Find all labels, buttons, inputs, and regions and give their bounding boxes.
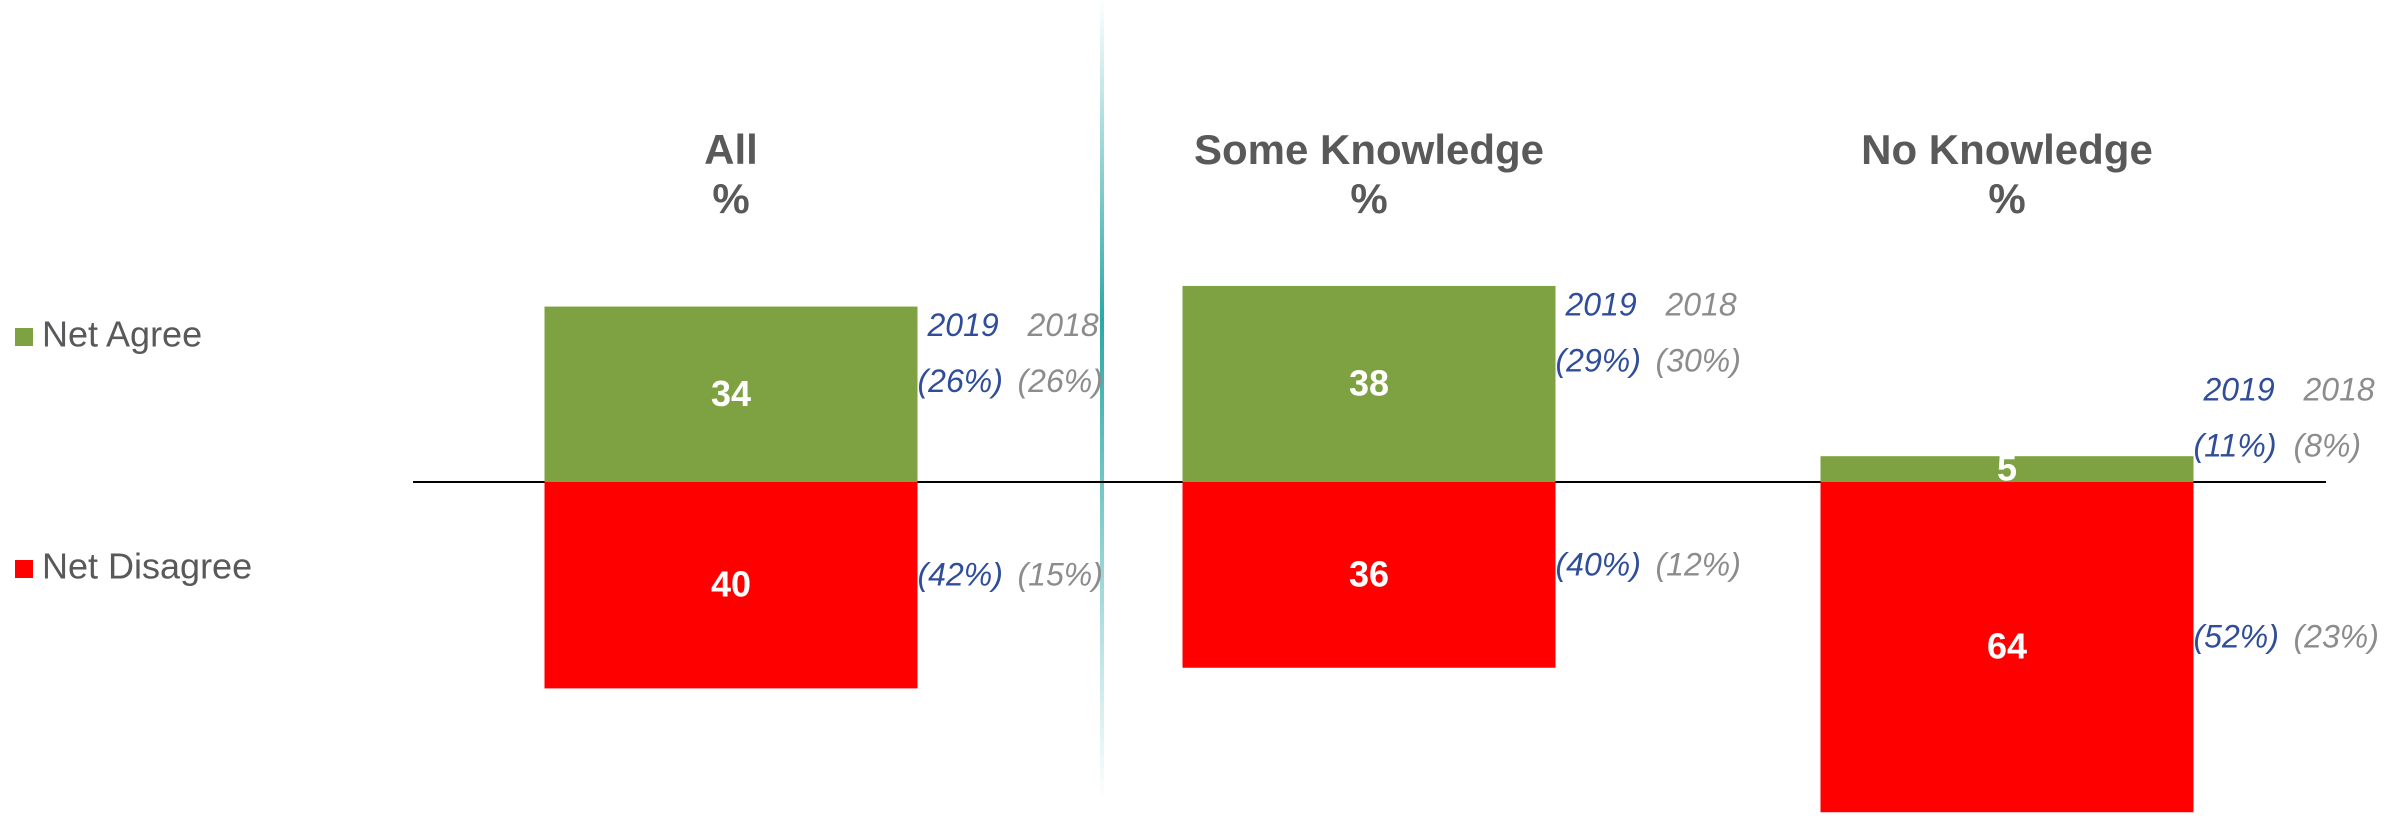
category-unit: % [1988,175,2025,222]
bar [544,482,918,689]
bar [544,306,918,482]
divider [1100,0,1104,800]
year-label: 2018 [1665,286,1737,322]
legend-label: Net Disagree [42,546,252,587]
category-unit: % [1350,175,1387,222]
legend-label: Net Agree [42,314,202,355]
comparison-label: (30%) [1656,342,1741,378]
comparison-label: (29%) [1556,342,1641,378]
comparison-label: (23%) [2294,619,2379,655]
bar [1182,482,1556,668]
comparison-label: (26%) [1018,363,1103,399]
year-label: 2019 [2203,371,2275,407]
comparison-label: (40%) [1556,546,1641,582]
comparison-label: (26%) [918,363,1003,399]
category-label: No Knowledge [1861,126,2153,173]
value-label: 36 [1349,553,1389,594]
legend-swatch [15,328,33,346]
comparison-label: (8%) [2294,427,2362,463]
year-label: 2018 [2303,371,2375,407]
comparison-label: (15%) [1018,557,1103,593]
category-unit: % [712,175,749,222]
bar [1820,482,2194,813]
value-label: 40 [711,564,751,605]
year-label: 2019 [1565,286,1637,322]
bar [1182,285,1556,482]
bar [1820,456,2194,482]
category-label: Some Knowledge [1194,126,1544,173]
value-label: 64 [1987,626,2027,667]
comparison-label: (12%) [1656,546,1741,582]
legend-swatch [15,560,33,578]
category-label: All [704,126,758,173]
comparison-label: (42%) [918,557,1003,593]
year-label: 2018 [1027,307,1099,343]
comparison-label: (11%) [2194,427,2277,463]
year-label: 2019 [927,307,999,343]
comparison-label: (52%) [2194,619,2279,655]
value-label: 5 [1997,448,2017,489]
value-label: 34 [711,373,751,414]
value-label: 38 [1349,362,1389,403]
